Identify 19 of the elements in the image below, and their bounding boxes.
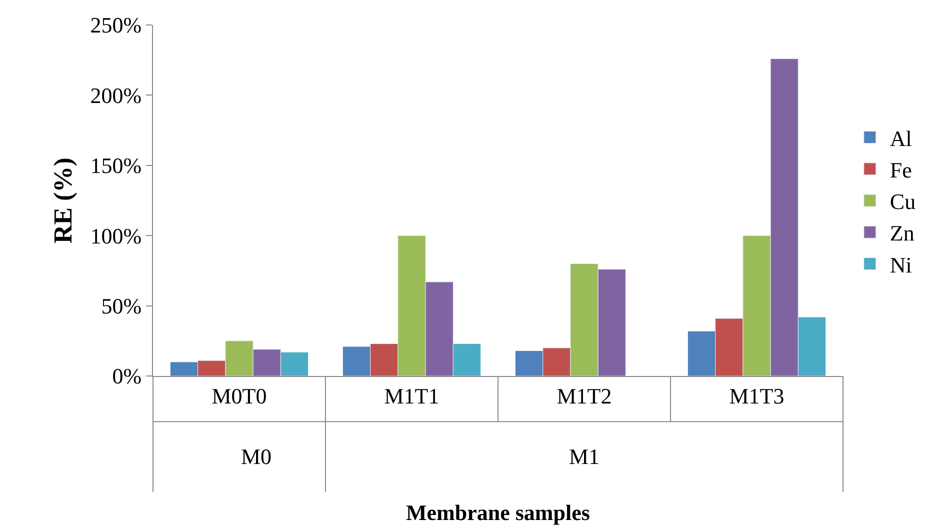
legend-label: Cu: [890, 189, 916, 214]
x-axis-title: Membrane samples: [406, 500, 590, 525]
legend-label: Fe: [890, 157, 912, 182]
y-tick-label: 0%: [112, 364, 142, 389]
y-tick-label: 200%: [90, 82, 142, 108]
text: M1: [569, 444, 600, 469]
y-tick-label: 50%: [101, 294, 142, 318]
y-tick-label: 150%: [90, 153, 142, 178]
legend-label: Zn: [890, 220, 914, 246]
x-tick-label: M0T0: [212, 383, 267, 408]
y-axis-title: RE (%): [48, 158, 78, 244]
legend-label: Ni: [890, 252, 912, 278]
y-tick-label: 100%: [90, 223, 142, 248]
x-tick-label: M1T1: [384, 383, 440, 408]
y-tick-label: 250%: [90, 12, 142, 38]
x-tick-label: M1T3: [729, 383, 784, 408]
text: M0: [241, 444, 272, 469]
x-tick-label: M1T2: [556, 383, 612, 408]
legend-label: Al: [890, 126, 912, 151]
